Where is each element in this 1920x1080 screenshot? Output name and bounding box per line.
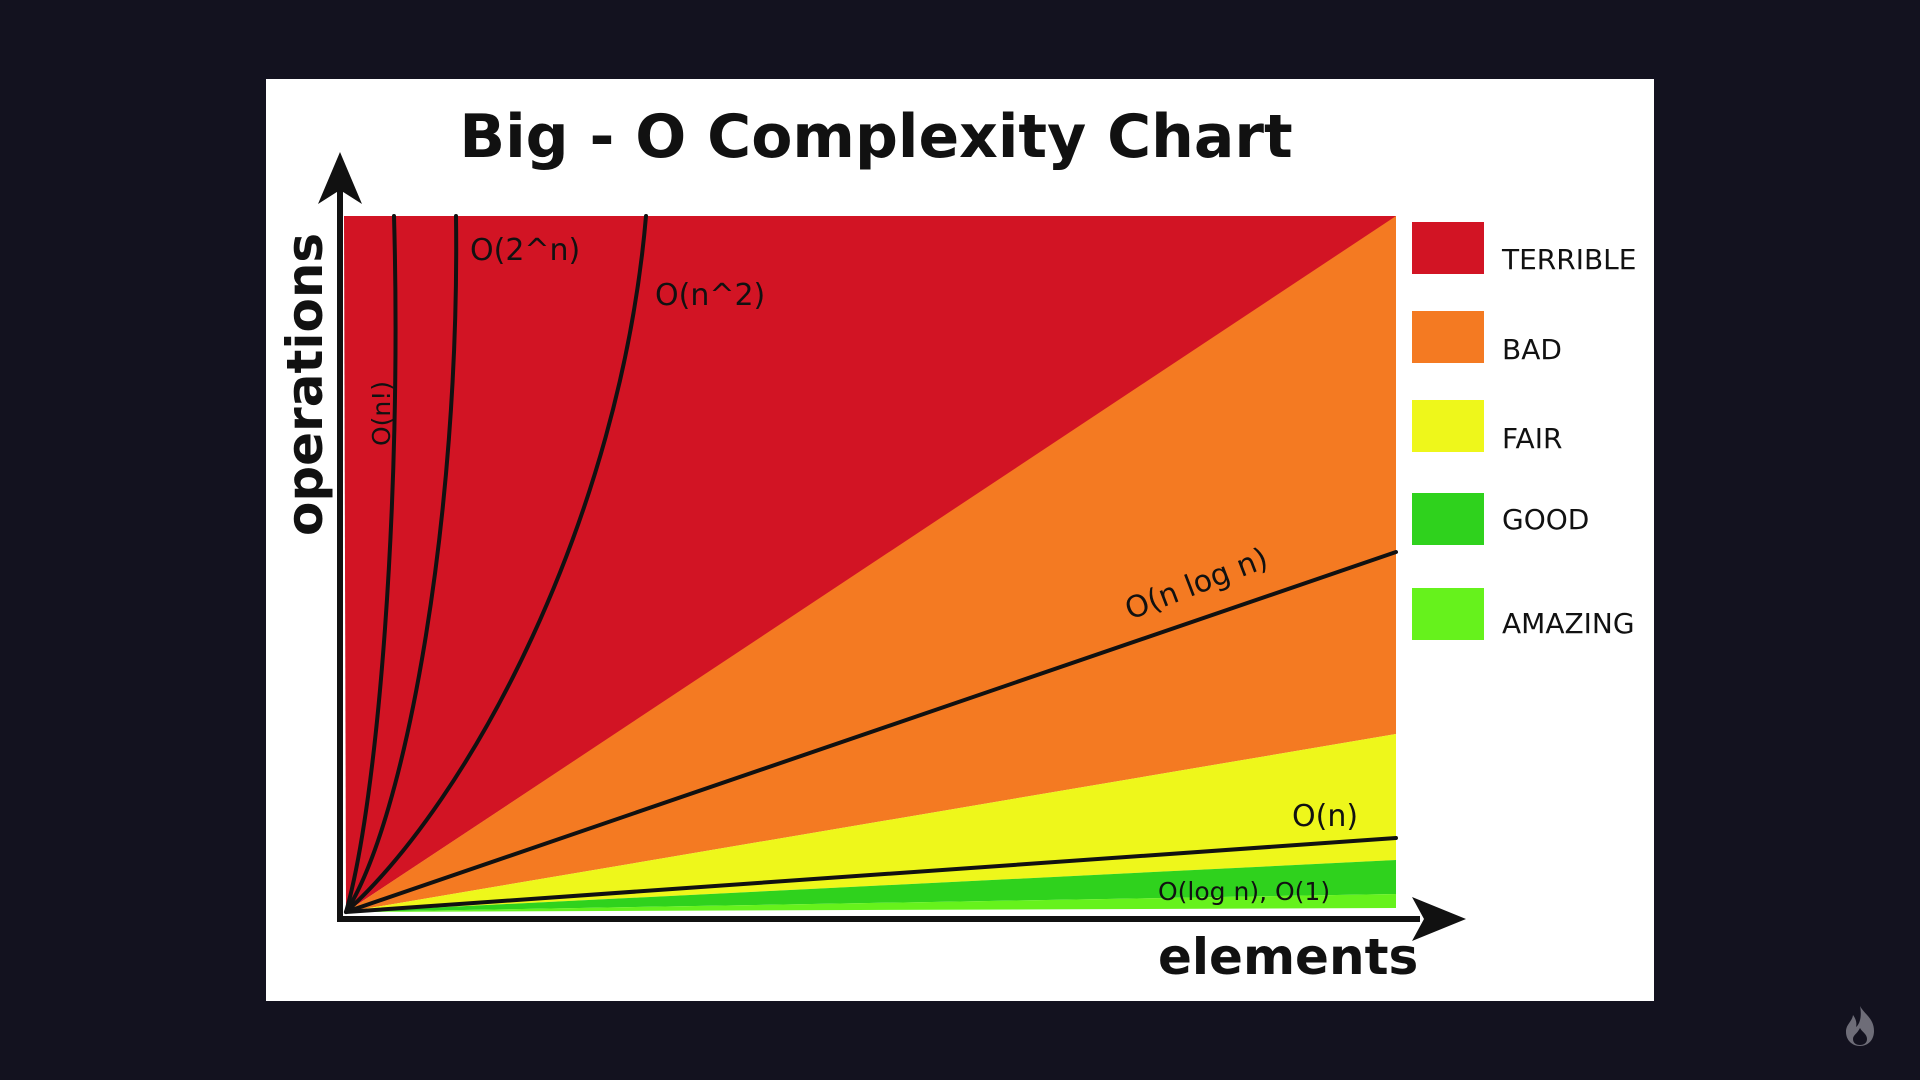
legend-label-terrible: TERRIBLE bbox=[1501, 243, 1636, 276]
y-axis-arrowhead bbox=[318, 152, 362, 204]
chart-title: Big - O Complexity Chart bbox=[459, 102, 1292, 172]
label-quadratic: O(n^2) bbox=[655, 278, 765, 313]
complexity-curves bbox=[344, 214, 1398, 914]
label-factorial: O(n!) bbox=[367, 381, 396, 446]
legend-swatch-fair bbox=[1412, 400, 1484, 452]
region-good bbox=[346, 860, 1396, 912]
region-amazing bbox=[346, 894, 1396, 912]
legend: TERRIBLE BAD FAIR GOOD AMAZING bbox=[1412, 222, 1636, 640]
legend-label-bad: BAD bbox=[1502, 333, 1562, 366]
flame-icon bbox=[1846, 1006, 1874, 1046]
curve-factorial bbox=[344, 214, 398, 914]
curve-exponential bbox=[344, 214, 459, 914]
axes bbox=[318, 152, 1466, 941]
legend-label-good: GOOD bbox=[1502, 503, 1589, 536]
region-terrible bbox=[344, 216, 1396, 912]
y-axis-label: operations bbox=[276, 233, 334, 536]
curve-nlogn bbox=[344, 550, 1398, 914]
region-bad bbox=[346, 216, 1396, 912]
legend-swatch-good bbox=[1412, 493, 1484, 545]
label-linear: O(n) bbox=[1292, 799, 1358, 834]
legend-swatch-bad bbox=[1412, 311, 1484, 363]
curve-quadratic bbox=[344, 214, 648, 914]
x-axis-arrowhead bbox=[1412, 897, 1466, 941]
legend-label-amazing: AMAZING bbox=[1502, 607, 1635, 640]
legend-swatch-amazing bbox=[1412, 588, 1484, 640]
legend-swatch-terrible bbox=[1412, 222, 1484, 274]
region-fair bbox=[346, 734, 1396, 912]
region-fills bbox=[344, 216, 1396, 912]
curve-linear bbox=[344, 836, 1398, 914]
label-log-constant: O(log n), O(1) bbox=[1158, 877, 1330, 906]
legend-label-fair: FAIR bbox=[1502, 422, 1562, 455]
label-exponential: O(2^n) bbox=[470, 233, 580, 268]
x-axis-label: elements bbox=[1158, 928, 1418, 986]
